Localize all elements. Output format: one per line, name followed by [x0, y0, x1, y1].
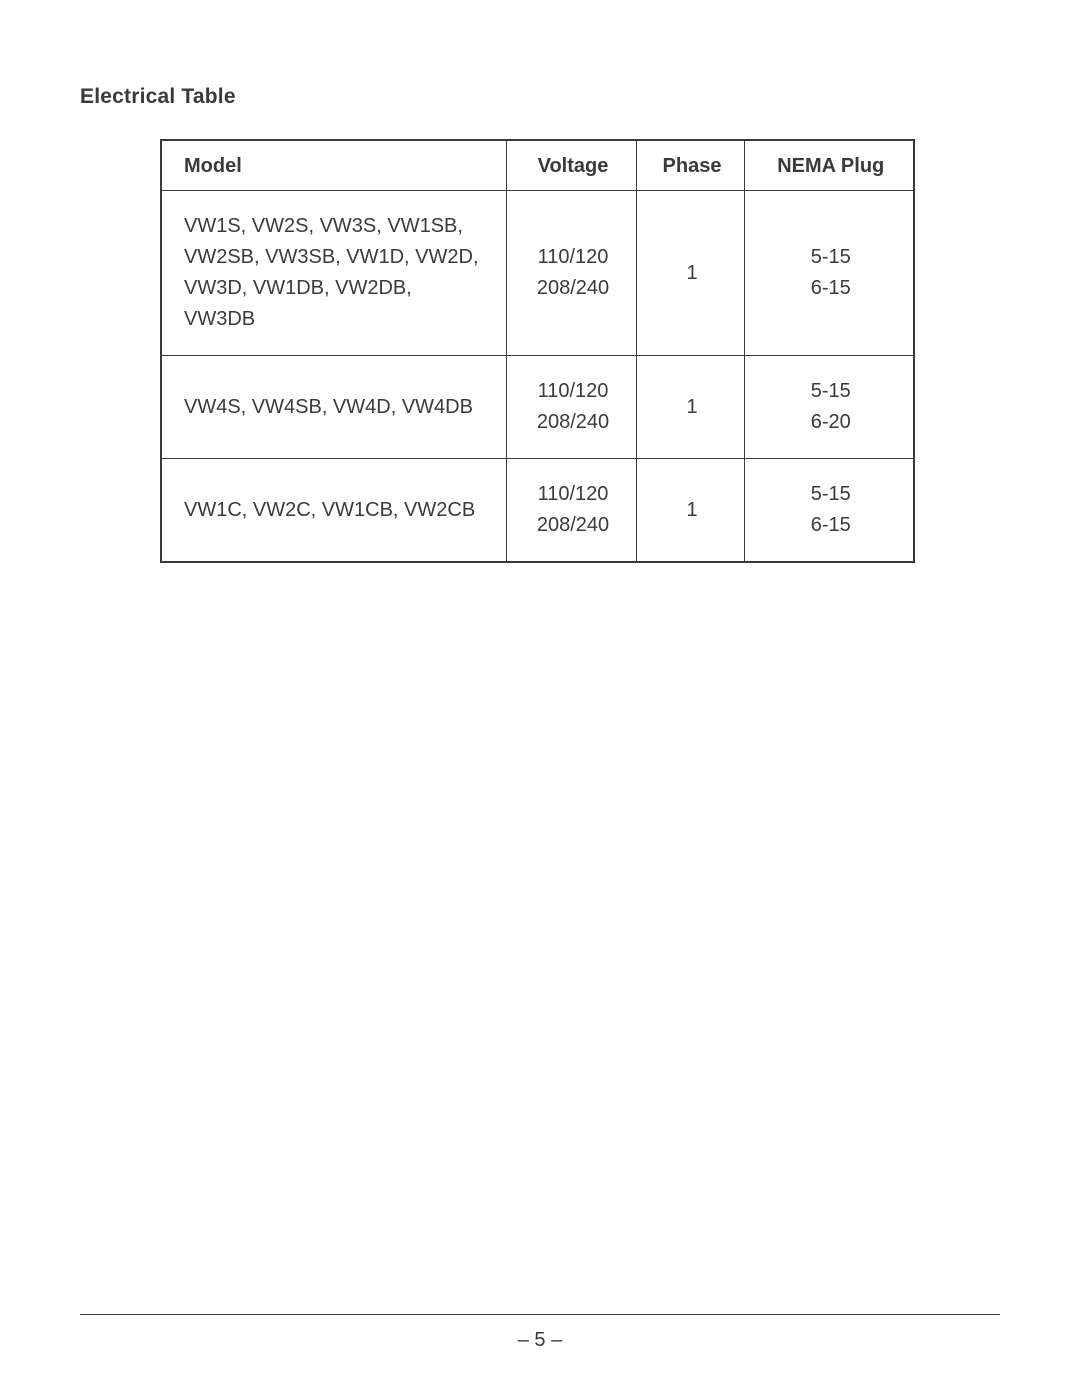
cell-model: VW1C, VW2C, VW1CB, VW2CB — [161, 459, 506, 563]
section-title: Electrical Table — [80, 85, 1000, 109]
cell-model: VW4S, VW4SB, VW4D, VW4DB — [161, 356, 506, 459]
col-header-nema: NEMA Plug — [744, 140, 914, 191]
page-footer: – 5 – — [80, 1314, 1000, 1352]
page: Electrical Table Model Voltage Phase NEM… — [0, 0, 1080, 1397]
cell-nema: 5-15 6-20 — [744, 356, 914, 459]
table-header-row: Model Voltage Phase NEMA Plug — [161, 140, 914, 191]
table-row: VW1C, VW2C, VW1CB, VW2CB 110/120 208/240… — [161, 459, 914, 563]
cell-nema: 5-15 6-15 — [744, 191, 914, 356]
table-container: Model Voltage Phase NEMA Plug VW1S, VW2S… — [80, 139, 1000, 563]
cell-phase: 1 — [636, 356, 744, 459]
col-header-voltage: Voltage — [506, 140, 636, 191]
electrical-table: Model Voltage Phase NEMA Plug VW1S, VW2S… — [160, 139, 915, 563]
table-row: VW1S, VW2S, VW3S, VW1SB, VW2SB, VW3SB, V… — [161, 191, 914, 356]
col-header-phase: Phase — [636, 140, 744, 191]
footer-rule — [80, 1314, 1000, 1315]
page-number: – 5 – — [518, 1329, 562, 1351]
cell-phase: 1 — [636, 459, 744, 563]
table-row: VW4S, VW4SB, VW4D, VW4DB 110/120 208/240… — [161, 356, 914, 459]
cell-model: VW1S, VW2S, VW3S, VW1SB, VW2SB, VW3SB, V… — [161, 191, 506, 356]
cell-nema: 5-15 6-15 — [744, 459, 914, 563]
cell-phase: 1 — [636, 191, 744, 356]
cell-voltage: 110/120 208/240 — [506, 191, 636, 356]
col-header-model: Model — [161, 140, 506, 191]
cell-voltage: 110/120 208/240 — [506, 356, 636, 459]
cell-voltage: 110/120 208/240 — [506, 459, 636, 563]
